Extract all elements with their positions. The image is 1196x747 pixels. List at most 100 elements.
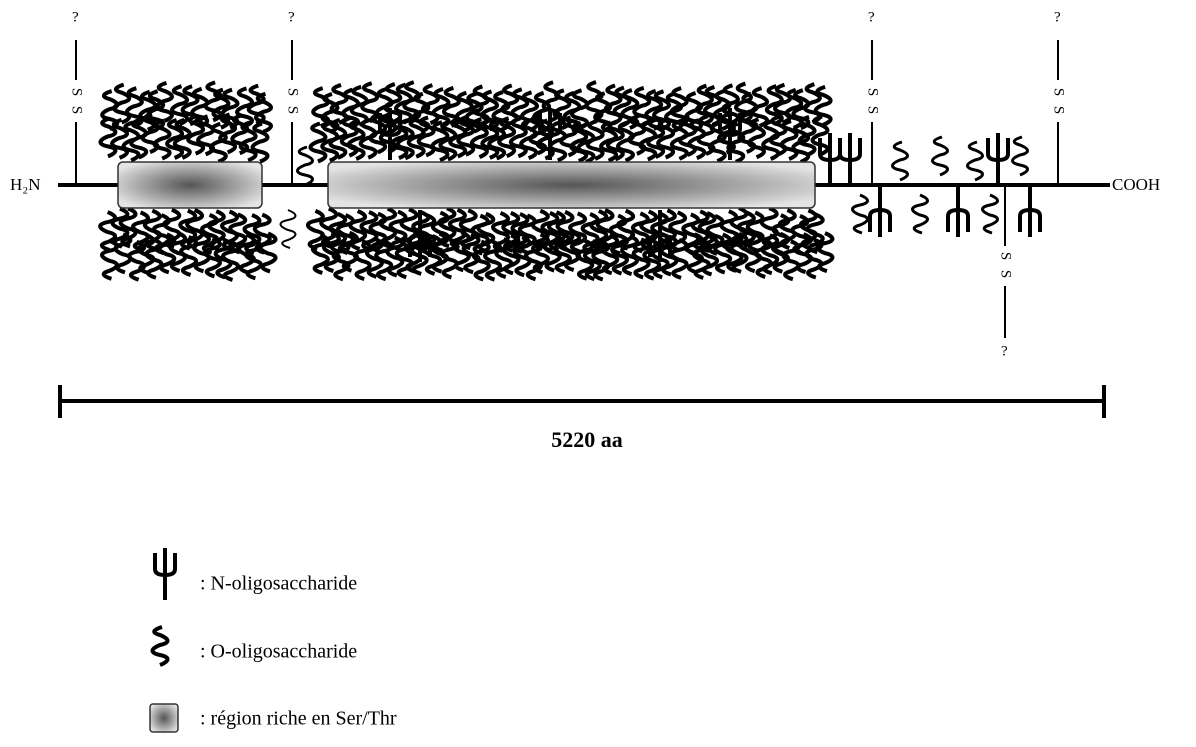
o-glycan xyxy=(1011,135,1029,177)
o-glycan xyxy=(548,120,568,163)
legend-label: : O-oligosaccharide xyxy=(200,641,357,663)
o-glycan xyxy=(331,239,351,282)
o-glycan xyxy=(639,209,659,252)
o-glycan xyxy=(389,118,409,160)
o-glycan xyxy=(202,236,222,279)
n-glycan xyxy=(818,133,842,185)
o-glycan xyxy=(394,82,414,125)
c-terminus: COOH xyxy=(1112,175,1160,194)
o-glycan xyxy=(170,84,190,127)
o-glycan xyxy=(447,207,467,250)
bridge-unknown: ? xyxy=(288,9,295,25)
o-glycan xyxy=(98,116,118,159)
o-glycan xyxy=(562,230,582,272)
o-glycan xyxy=(308,121,328,164)
o-glycan xyxy=(218,112,238,155)
o-glycan xyxy=(720,83,740,126)
o-glycan xyxy=(804,237,824,280)
n-glycan xyxy=(1018,185,1042,237)
o-glycan xyxy=(559,115,579,158)
o-glycan xyxy=(368,112,388,155)
o-glycan xyxy=(696,114,716,156)
sulfur: S xyxy=(865,88,881,96)
sulfur: S xyxy=(1051,106,1067,114)
o-glycan xyxy=(747,117,767,160)
o-glycan xyxy=(152,118,172,161)
o-glycan xyxy=(113,232,133,275)
legend-label: : N-oligosaccharide xyxy=(200,573,357,595)
o-glycan xyxy=(118,206,138,249)
o-glycan xyxy=(810,114,830,157)
o-glycan xyxy=(981,193,999,235)
o-glycan xyxy=(610,233,630,276)
o-glycan xyxy=(487,118,507,161)
o-glycan xyxy=(437,206,457,249)
o-glycan xyxy=(595,208,615,250)
o-glycan xyxy=(764,84,784,126)
o-glycan xyxy=(320,92,340,134)
o-glycan xyxy=(358,117,378,160)
o-glycan xyxy=(469,117,489,159)
o-glycan xyxy=(591,239,611,282)
o-glycan xyxy=(600,233,620,276)
o-glycan xyxy=(250,121,270,164)
o-glycan xyxy=(438,119,458,162)
o-glycan xyxy=(238,120,258,163)
o-glycan xyxy=(532,91,552,133)
o-glycan xyxy=(349,84,369,127)
bridge-unknown: ? xyxy=(72,9,79,25)
bridge-unknown: ? xyxy=(1054,9,1061,25)
o-glycan xyxy=(208,121,228,164)
o-glycan xyxy=(399,207,419,250)
o-glycan xyxy=(456,114,476,157)
o-glycan xyxy=(252,212,272,255)
o-glycan xyxy=(851,193,869,235)
o-glycan xyxy=(211,87,231,130)
ser-thr-region xyxy=(327,161,816,209)
o-glycan xyxy=(687,118,707,160)
o-glycan xyxy=(110,206,130,249)
o-glycan xyxy=(568,211,588,254)
o-glycan xyxy=(430,120,450,163)
sulfur: S xyxy=(69,106,85,114)
o-glycan xyxy=(328,117,348,160)
o-glycan xyxy=(615,120,635,163)
n-glycan xyxy=(946,185,970,237)
n-terminus: H₂N xyxy=(10,175,40,194)
legend-n-glycan-icon xyxy=(153,548,177,600)
o-glycan xyxy=(707,121,727,163)
n-glycan xyxy=(408,210,432,262)
n-glycan xyxy=(868,185,892,237)
o-glycan xyxy=(448,116,468,159)
o-glycan xyxy=(646,117,666,159)
o-glycan xyxy=(585,118,605,161)
o-glycan xyxy=(599,120,619,163)
o-glycan xyxy=(112,82,132,125)
o-glycan xyxy=(471,239,491,282)
o-glycan xyxy=(805,212,825,255)
o-glycan xyxy=(258,231,278,274)
o-glycan xyxy=(191,231,211,274)
o-glycan xyxy=(321,231,341,274)
o-glycan xyxy=(406,116,426,159)
o-glycan xyxy=(203,80,223,123)
o-glycan xyxy=(813,84,833,127)
n-glycan xyxy=(538,108,562,160)
o-glycan xyxy=(791,88,811,131)
o-glycan xyxy=(931,135,949,177)
o-glycan xyxy=(385,235,405,278)
o-glycan xyxy=(154,80,174,123)
o-glycan xyxy=(497,116,517,159)
o-glycan xyxy=(431,87,451,129)
o-glycan xyxy=(750,86,770,128)
o-glycan xyxy=(131,210,151,253)
o-glycan xyxy=(546,210,566,253)
o-glycan xyxy=(491,211,511,253)
o-glycan xyxy=(616,208,636,251)
scale-bar xyxy=(58,385,1106,418)
bridge-unknown: ? xyxy=(1001,343,1008,359)
n-glycan xyxy=(986,133,1010,185)
o-glycan xyxy=(162,207,182,250)
